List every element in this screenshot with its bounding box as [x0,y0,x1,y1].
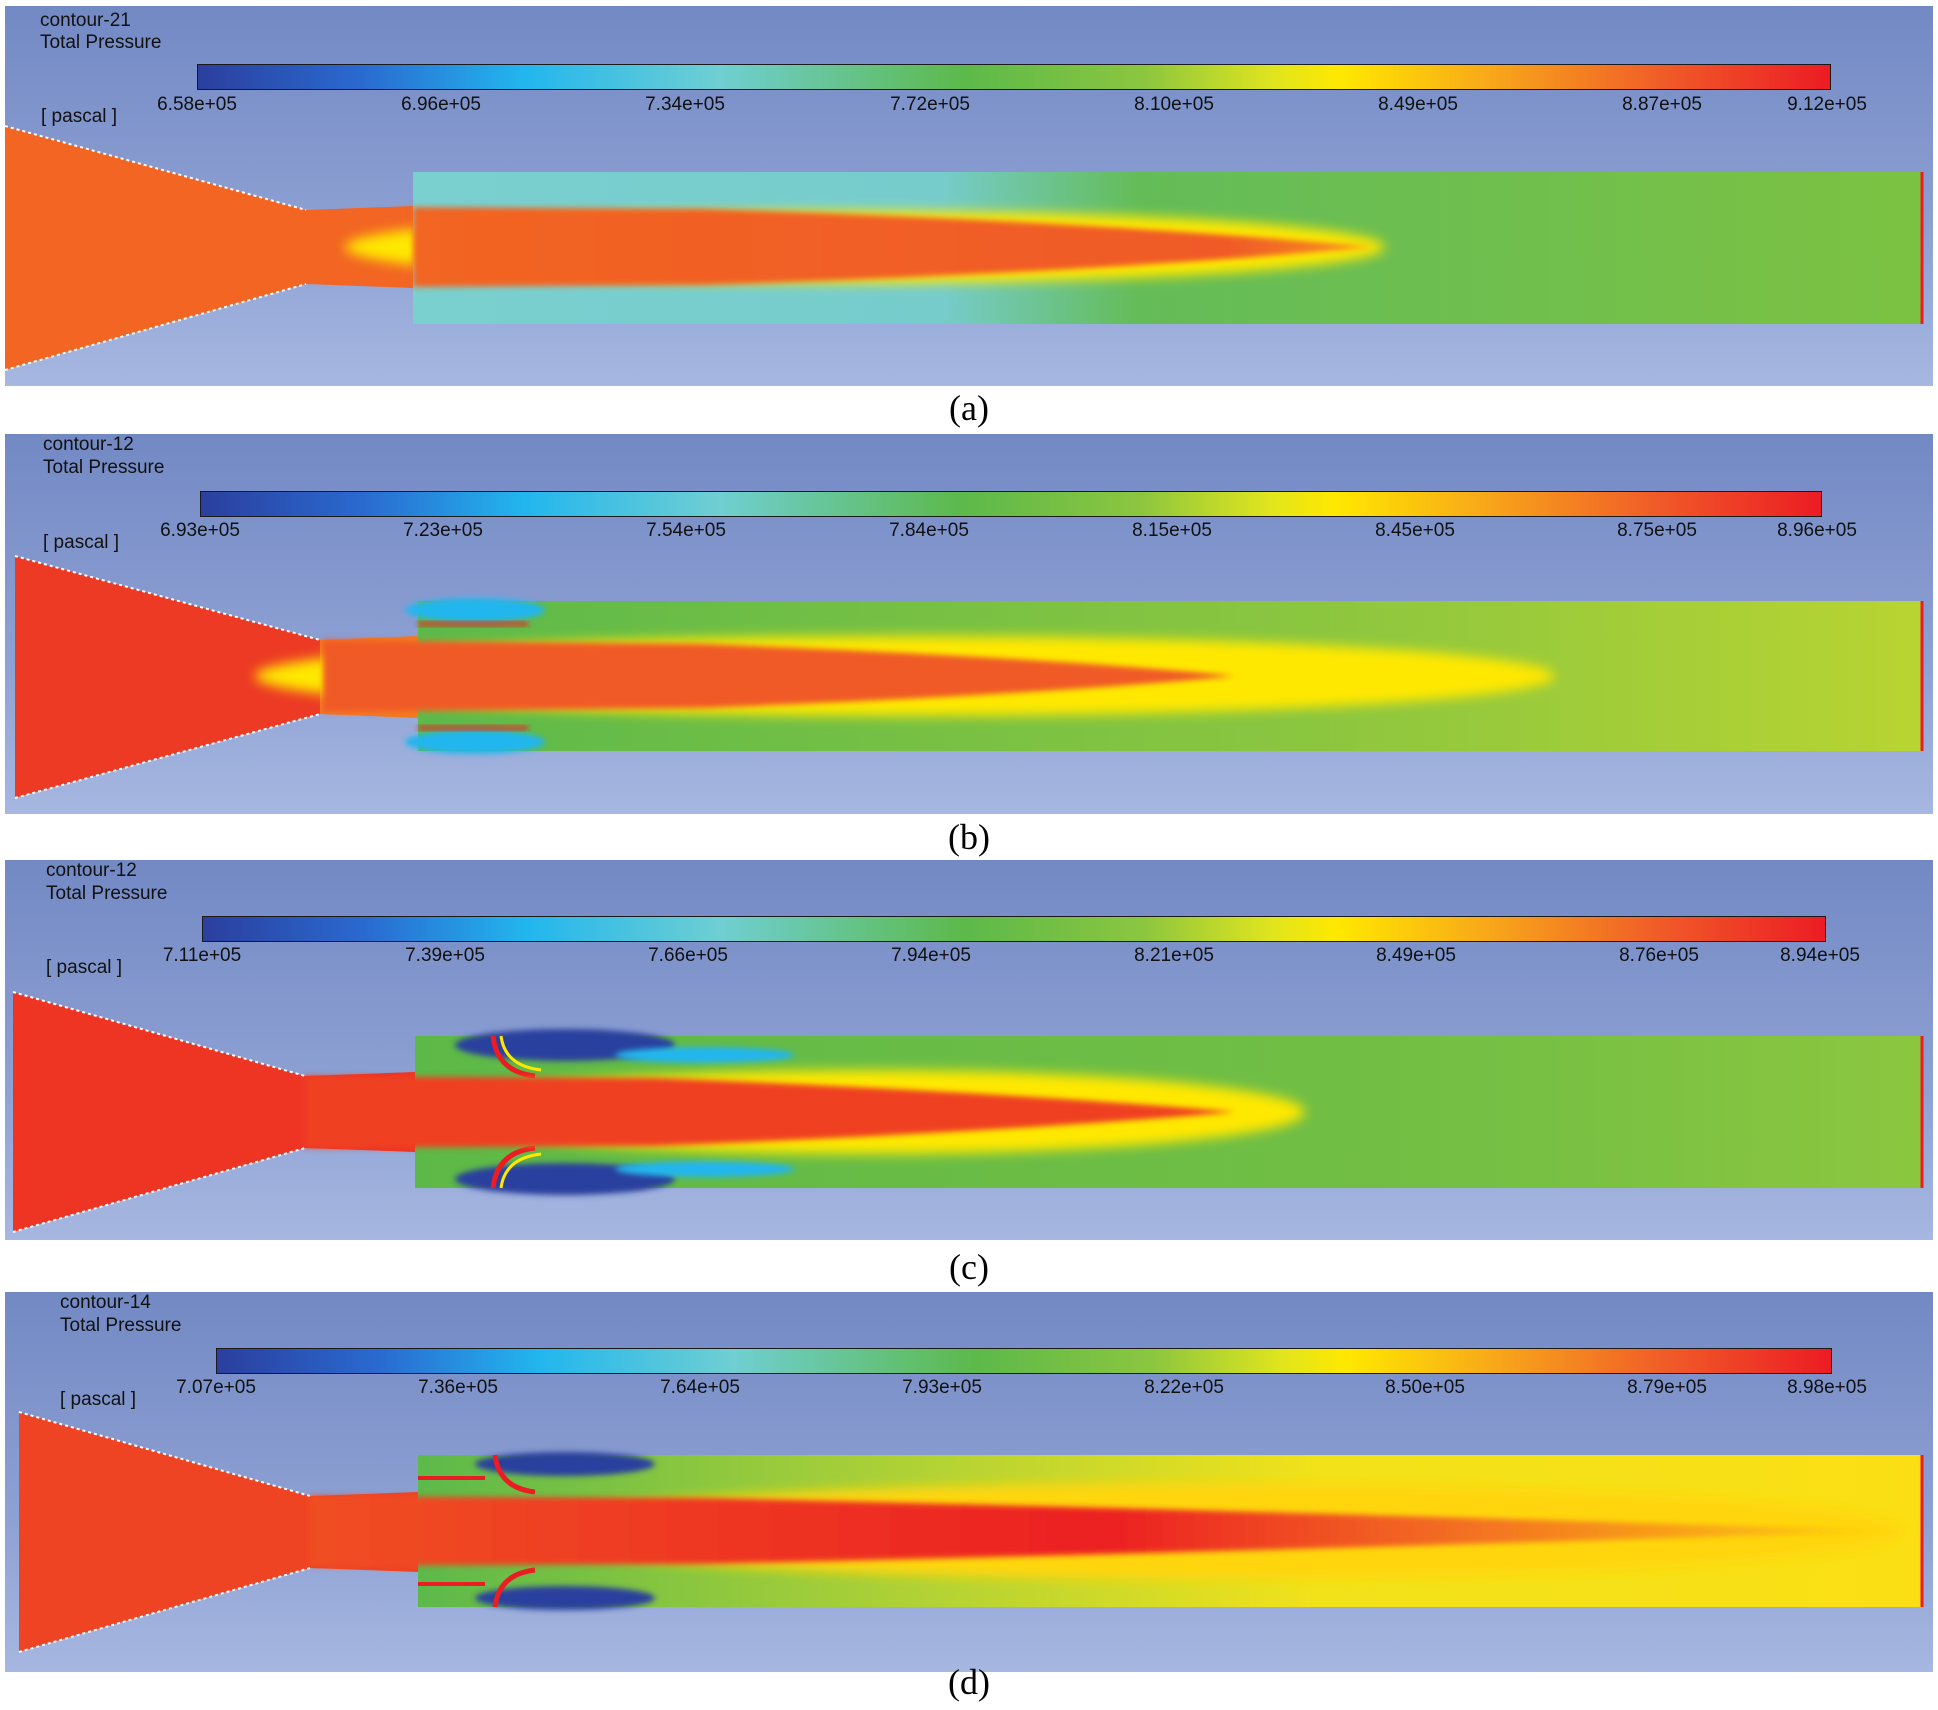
colorbar-tick: 7.84e+05 [889,520,969,541]
colorbar-tick: 7.93e+05 [902,1377,982,1398]
colorbar-tick: 7.23e+05 [403,520,483,541]
colorbar-tick: 8.76e+05 [1619,945,1699,966]
colorbar-tick: 8.94e+05 [1780,945,1860,966]
inlet-cone-region [15,556,320,798]
contour-plot-a [5,6,1933,386]
colorbar-tick: 7.39e+05 [405,945,485,966]
inlet-cone-region [19,1412,310,1652]
contour-name: contour-12 [46,860,137,881]
colorbar-tick: 7.64e+05 [660,1377,740,1398]
jet-core [310,1496,1905,1566]
jet-core [413,207,1373,287]
variable-label: Total Pressure [60,1315,182,1336]
colorbar-tick: 6.96e+05 [401,94,481,115]
contour-name: contour-14 [60,1292,151,1313]
caption-d: (d) [948,1662,990,1702]
colorbar-tick: 6.93e+05 [160,520,240,541]
colorbar-tick: 8.87e+05 [1622,94,1702,115]
panel-d: contour-14 Total Pressure [ pascal ] 7.0… [5,1292,1933,1672]
colorbar-tick: 8.50e+05 [1385,1377,1465,1398]
inlet-cone-region [5,126,306,370]
caption-b: (b) [948,817,990,857]
colorbar-tick: 7.72e+05 [890,94,970,115]
colorbar-tick: 7.11e+05 [162,945,242,966]
unit-label: [ pascal ] [46,957,123,978]
contour-name: contour-21 [40,10,131,31]
colorbar-tick: 6.58e+05 [157,94,237,115]
colorbar [197,64,1831,90]
colorbar-tick: 7.34e+05 [645,94,725,115]
unit-label: [ pascal ] [60,1389,137,1410]
colorbar-tick: 8.79e+05 [1627,1377,1707,1398]
colorbar-tick: 7.36e+05 [418,1377,498,1398]
panel-a: contour-21 Total Pressure [ pascal ] 6.5… [5,6,1933,386]
colorbar-tick: 7.54e+05 [646,520,726,541]
unit-label: [ pascal ] [41,106,118,127]
variable-label: Total Pressure [43,457,165,478]
inlet-cone-region [13,992,305,1232]
jet-core [305,1076,1235,1148]
colorbar-tick: 8.10e+05 [1134,94,1214,115]
variable-label: Total Pressure [46,883,168,904]
variable-label: Total Pressure [40,32,162,53]
colorbar-tick: 8.45e+05 [1375,520,1455,541]
caption-c: (c) [949,1247,989,1287]
colorbar-tick: 8.21e+05 [1134,945,1214,966]
colorbar-tick: 8.96e+05 [1777,520,1857,541]
contour-name: contour-12 [43,434,134,455]
panel-c: contour-12 Total Pressure [ pascal ] 7.1… [5,860,1933,1240]
colorbar-tick: 7.94e+05 [891,945,971,966]
colorbar-tick: 8.98e+05 [1787,1377,1867,1398]
panel-b: contour-12 Total Pressure [ pascal ] 6.9… [5,434,1933,814]
unit-label: [ pascal ] [43,532,120,553]
caption-a: (a) [949,388,989,428]
colorbar-tick: 8.49e+05 [1378,94,1458,115]
colorbar-tick: 7.66e+05 [648,945,728,966]
colorbar-tick: 7.07e+05 [176,1377,256,1398]
jet-core [323,640,1235,712]
colorbar-tick: 8.49e+05 [1376,945,1456,966]
colorbar [202,916,1826,942]
colorbar [200,491,1822,517]
colorbar-tick: 9.12e+05 [1787,94,1867,115]
colorbar [216,1348,1832,1374]
colorbar-tick: 8.75e+05 [1617,520,1697,541]
colorbar-tick: 8.15e+05 [1132,520,1212,541]
colorbar-tick: 8.22e+05 [1144,1377,1224,1398]
